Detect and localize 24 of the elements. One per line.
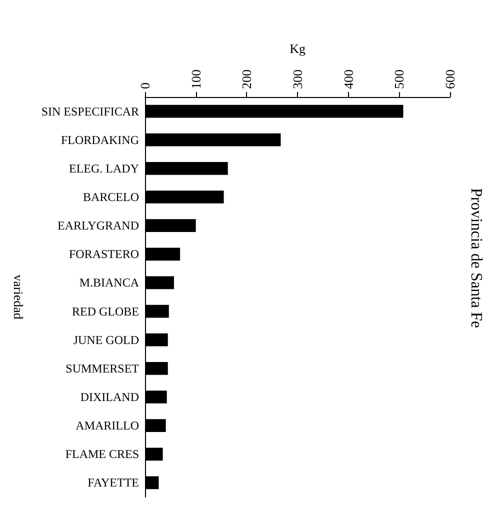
y-tick-label: M.BIANCA (79, 276, 140, 290)
y-tick-label: JUNE GOLD (73, 332, 140, 347)
y-tick-label: SUMMERSET (66, 361, 140, 376)
y-axis-title: variedad (11, 274, 26, 320)
y-tick-label: FLORDAKING (61, 132, 140, 147)
x-tick-label: 400 (340, 70, 356, 89)
x-tick-label: 200 (239, 70, 254, 89)
y-tick-label: ELEG. LADY (69, 161, 140, 176)
y-tick-label: SIN ESPECIFICAR (41, 104, 139, 118)
x-tick-label: 500 (392, 70, 407, 89)
y-tick-label: EARLYGRAND (58, 218, 140, 233)
y-tick-label: FORASTERO (68, 247, 140, 262)
x-tick-label: 300 (290, 70, 305, 89)
x-tick-label: 0 (138, 82, 152, 89)
y-tick-label: BARCELO (82, 190, 140, 204)
x-axis-title: Kg (290, 41, 306, 56)
y-tick-label: FAYETTE (88, 476, 139, 490)
x-tick-label: 600 (442, 70, 458, 89)
y-tick-label: DIXILAND (80, 390, 140, 404)
y-tick-label: RED GLOBE (72, 304, 139, 318)
x-tick-label: 100 (188, 70, 204, 89)
text: Provincia de Santa Fe (468, 188, 484, 328)
y-tick-label: AMARILLO (76, 418, 140, 433)
y-tick-label: FLAME CRES (65, 447, 139, 462)
